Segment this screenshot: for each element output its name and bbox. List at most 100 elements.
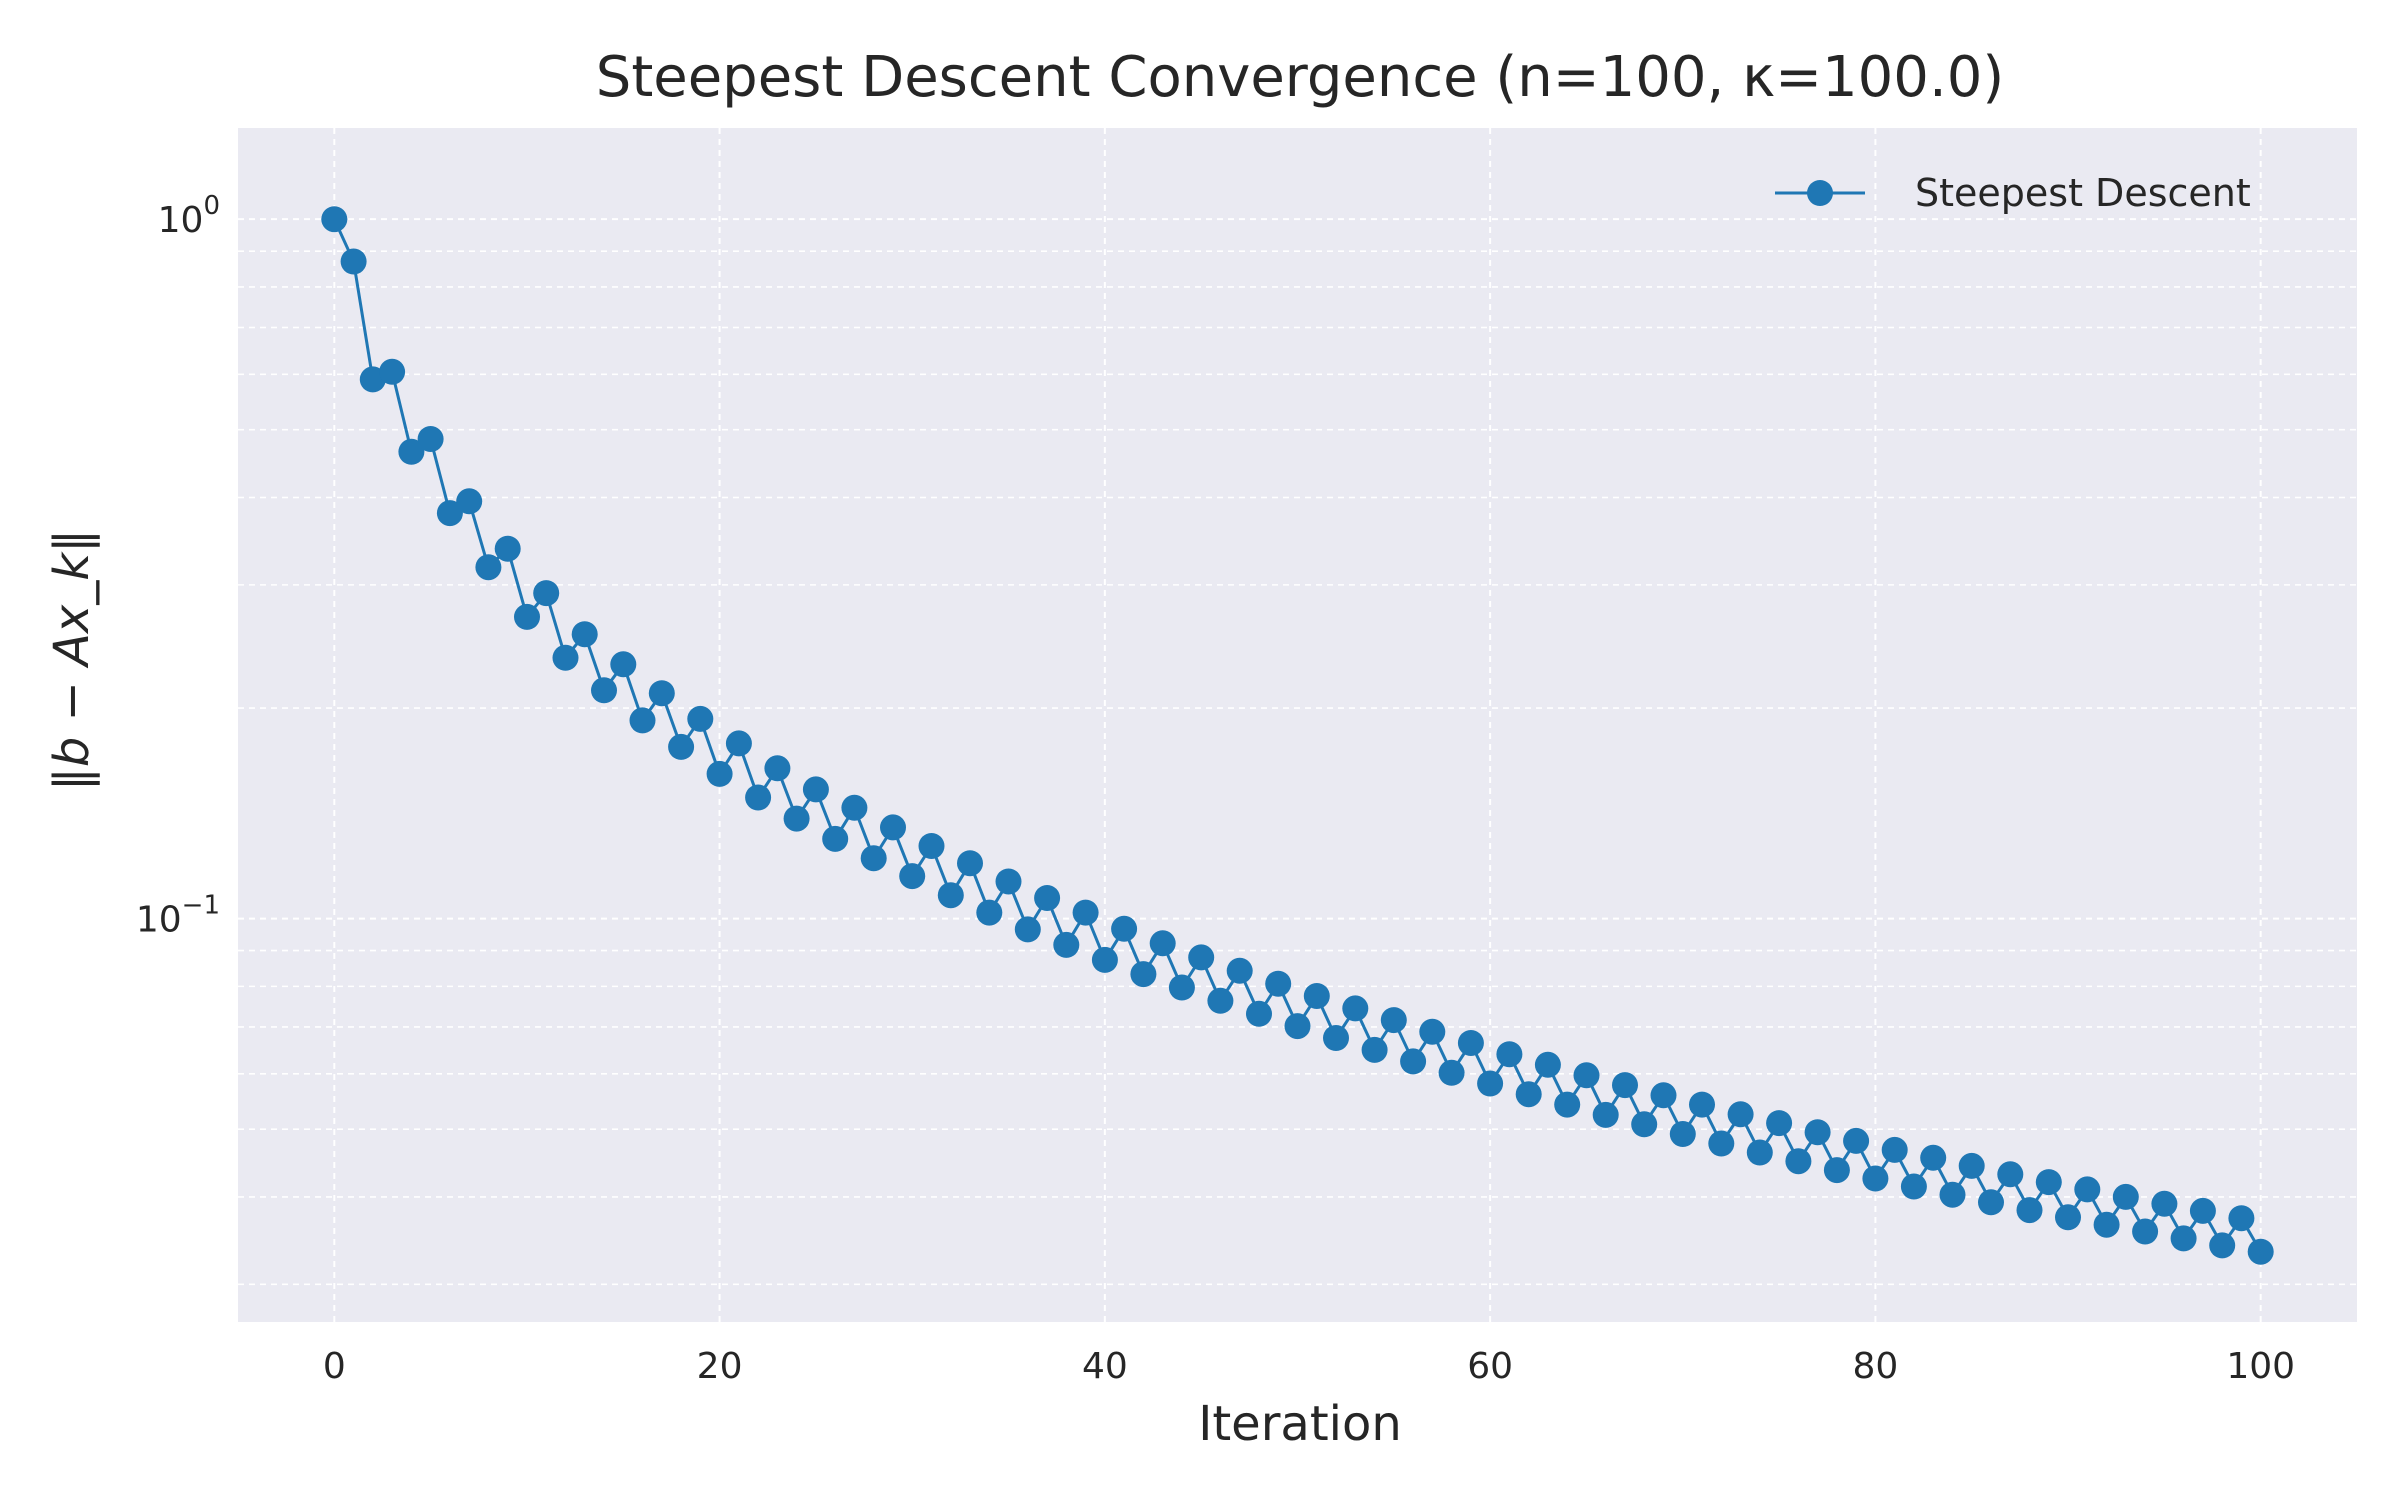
data-point	[2055, 1204, 2081, 1231]
data-point	[2209, 1232, 2236, 1259]
major-grid	[238, 128, 2357, 1322]
data-point	[957, 850, 983, 877]
data-point	[1477, 1070, 1504, 1097]
data-point	[456, 488, 483, 515]
data-point	[1900, 1173, 1927, 1200]
data-point	[1034, 885, 1061, 911]
y-tick-label: 100	[158, 191, 220, 241]
data-point	[1515, 1081, 1542, 1108]
data-point	[1226, 957, 1253, 984]
data-point	[745, 784, 772, 811]
data-point	[2151, 1190, 2178, 1217]
data-point	[1130, 961, 1157, 988]
data-point	[1727, 1101, 1754, 1128]
plot-area	[238, 128, 2357, 1322]
data-point	[1554, 1091, 1581, 1118]
data-point	[2093, 1211, 2120, 1238]
data-point	[1592, 1101, 1619, 1128]
y-axis-label: ‖b − Ax_k‖	[44, 529, 100, 791]
data-point	[1168, 974, 1195, 1001]
data-point	[1496, 1041, 1523, 1068]
data-point	[475, 554, 502, 581]
data-point	[514, 603, 540, 630]
data-point	[436, 500, 463, 527]
data-point	[591, 677, 617, 704]
data-point	[1823, 1157, 1850, 1184]
legend-marker-swatch	[1807, 180, 1833, 206]
data-point	[1380, 1007, 1407, 1034]
data-point	[321, 206, 348, 233]
data-point	[1149, 930, 1176, 957]
data-point	[1862, 1165, 1889, 1192]
y-tick-label: 10−1	[136, 891, 220, 941]
data-point	[340, 248, 367, 275]
data-point	[1843, 1127, 1870, 1154]
data-point	[918, 833, 945, 859]
data-point	[2016, 1197, 2043, 1224]
data-point	[494, 535, 521, 562]
data-point	[379, 358, 406, 385]
data-point	[1573, 1062, 1600, 1089]
x-tick-label: 20	[697, 1346, 743, 1387]
data-point	[2170, 1225, 2197, 1252]
data-point	[1631, 1111, 1658, 1138]
data-point	[398, 438, 425, 465]
data-point	[802, 776, 829, 803]
data-point	[1400, 1048, 1427, 1075]
x-axis-label: Iteration	[1198, 1396, 1402, 1452]
data-point	[1323, 1025, 1349, 1051]
minor-grid	[238, 250, 2357, 1286]
data-point	[860, 845, 887, 872]
data-point	[1978, 1189, 2004, 1216]
data-point	[706, 760, 733, 787]
data-point	[1920, 1144, 1947, 1171]
data-point	[1342, 995, 1369, 1022]
data-point	[2074, 1176, 2101, 1203]
series-markers	[321, 206, 2274, 1265]
data-point	[1669, 1121, 1696, 1147]
data-point	[1689, 1091, 1715, 1118]
data-point	[533, 580, 560, 607]
data-point	[417, 426, 444, 452]
data-point	[1650, 1082, 1677, 1109]
legend[interactable]: Steepest Descent	[1775, 171, 2251, 215]
data-point	[552, 644, 579, 671]
data-point	[687, 705, 714, 732]
x-tick-label: 60	[1467, 1346, 1513, 1387]
data-point	[1246, 1000, 1272, 1027]
data-point	[1014, 916, 1041, 943]
x-axis-ticks: 0 20 40 60 80 100	[323, 1346, 2295, 1387]
data-point	[1207, 987, 1234, 1014]
data-point	[2247, 1238, 2274, 1265]
data-point	[1188, 944, 1215, 971]
data-point	[1284, 1013, 1311, 1040]
data-point	[1457, 1030, 1484, 1056]
data-point	[783, 805, 810, 832]
data-point	[1091, 946, 1118, 973]
data-point	[976, 899, 1003, 926]
data-point	[1111, 915, 1138, 942]
data-point	[1881, 1136, 1908, 1163]
data-point	[1534, 1051, 1561, 1078]
data-point	[1612, 1072, 1638, 1099]
data-point	[2189, 1197, 2216, 1224]
data-point	[1939, 1181, 1966, 1208]
data-point	[2132, 1218, 2159, 1245]
data-point	[1785, 1148, 1812, 1175]
data-point	[1438, 1059, 1465, 1086]
x-tick-label: 80	[1853, 1346, 1899, 1387]
data-point	[764, 755, 791, 782]
data-point	[1997, 1161, 2024, 1188]
data-point	[1053, 931, 1080, 958]
data-point	[1804, 1119, 1831, 1146]
x-tick-label: 40	[1082, 1346, 1128, 1387]
data-point	[880, 814, 906, 841]
data-point	[841, 794, 868, 821]
data-point	[668, 733, 695, 760]
data-point	[1072, 899, 1099, 926]
data-point	[629, 707, 656, 734]
data-point	[2035, 1169, 2062, 1196]
data-point	[610, 651, 637, 678]
chart-title: Steepest Descent Convergence (n=100, κ=1…	[596, 45, 2004, 110]
